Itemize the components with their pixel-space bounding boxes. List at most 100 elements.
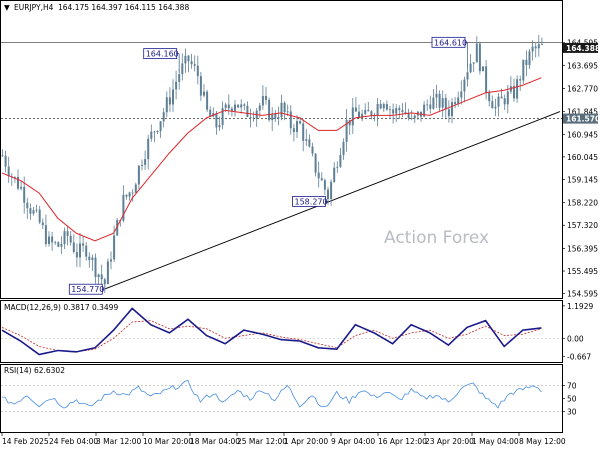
price-tick-label-3: 161.845 [567,108,598,117]
rsi-label: RSI(14) 62.6302 [4,366,65,375]
candle-body [221,108,224,126]
candle-body [373,115,376,117]
level-price-tag [563,113,598,124]
candle-body [398,108,401,111]
candle-body [376,103,379,116]
candle-body [407,113,410,118]
level-price-tag-label: 161.570 [566,115,600,124]
candle-body [172,89,174,105]
candle-body [478,43,481,72]
candle-body [240,104,243,108]
candle-body [66,231,69,236]
candle-body [1,155,4,157]
candle-body [488,92,491,102]
candle-body [395,108,398,114]
price-tick-label-2: 162.770 [567,84,598,93]
candle-body [426,104,429,106]
macd-plot [1,307,562,356]
candle-body [116,219,119,236]
watermark: Action Forex [384,228,489,248]
candle-body [320,178,323,181]
candle-body [165,97,168,113]
candle-body [44,225,47,245]
time-tick-label-1: 24 Feb 04:00 [49,437,98,446]
candle-body [475,43,478,63]
candle-body [252,117,255,119]
candle-body [153,131,156,133]
candle-body [237,104,240,108]
macd-line [1,307,542,356]
candle-body [314,153,317,173]
rsi-panel-frame [0,364,563,433]
candle-body [358,111,360,118]
candle-body [162,112,165,122]
candle-body [54,242,57,244]
candle-body [193,64,196,66]
candle-body [292,128,295,132]
main-panel-frame [0,0,563,299]
macd-tick-label-2: -0.667 [567,352,591,361]
callout-label-3: 154.770 [71,285,104,294]
candle-body [336,166,339,168]
candle-body [330,181,333,199]
candle-body [364,109,367,114]
candle-body [280,102,283,118]
time-tick-label-3: 10 Mar 20:00 [143,437,193,446]
candle-body [38,209,41,223]
candle-body [283,102,286,113]
candle-body [435,93,438,98]
last-price-tag [563,42,598,53]
candle-body [144,159,147,165]
candle-body [444,98,447,110]
candle-body [26,202,29,209]
last-price-tag-label: 164.388 [566,44,600,53]
candle-body [423,104,426,117]
candle-body [299,121,302,124]
candle-body [302,123,305,141]
candle-body [506,91,509,105]
candle-body [382,104,385,109]
candle-body [429,104,432,109]
candle-body [184,55,187,64]
candle-body [29,208,32,214]
candle-body [106,261,109,284]
candle-body [494,106,497,109]
candle-body [4,155,7,167]
candle-body [342,141,345,156]
candle-body [485,66,488,93]
price-tick-label-1: 163.695 [567,61,598,70]
candle-body [82,243,85,246]
candle-body [103,279,106,284]
candle-body [317,172,320,179]
candle-body [482,66,484,72]
candle-body [203,91,205,96]
moving-average-line [1,77,542,242]
candle-body [196,65,199,77]
candle-body [454,102,457,105]
candle-body [274,113,277,119]
candle-body [159,121,162,132]
macd-panel-frame [0,300,563,363]
time-tick-label-9: 23 Apr 20:00 [425,437,474,446]
candle-body [125,194,128,197]
price-tick-label-9: 156.395 [567,244,598,253]
candle-body [110,259,112,262]
candle-body [215,113,218,128]
candle-body [438,93,441,108]
rsi-tick-label-1: 50 [567,395,577,404]
candle-body [35,209,38,211]
candle-body [249,116,252,118]
candle-body [286,111,289,113]
candle-body [51,236,54,243]
candle-body [261,96,264,106]
candle-body [503,98,506,105]
time-tick-label-2: 3 Mar 12:00 [96,437,142,446]
candle-body [500,96,503,99]
candle-body [13,176,16,178]
candle-body [147,138,150,160]
candle-body [218,125,221,128]
rsi-line [1,379,542,409]
candle-body [227,104,230,109]
candle-body [75,252,78,258]
candle-body [534,46,537,49]
